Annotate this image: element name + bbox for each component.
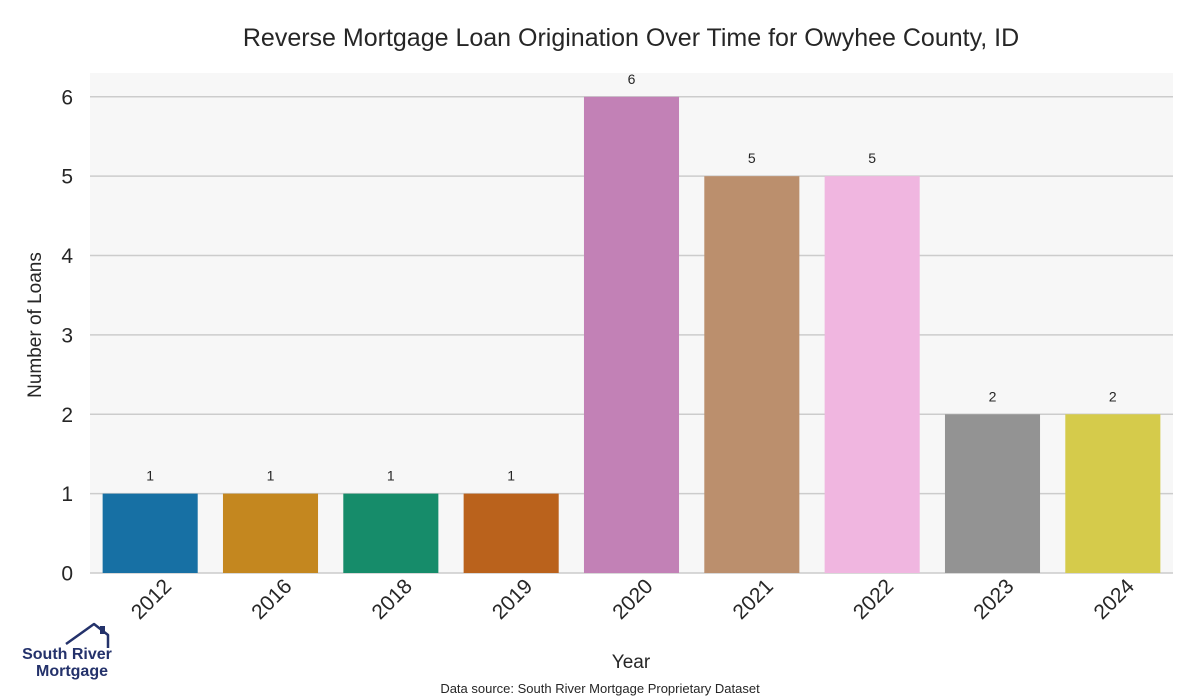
data-source-note: Data source: South River Mortgage Propri… bbox=[440, 681, 760, 696]
chart-title: Reverse Mortgage Loan Origination Over T… bbox=[243, 24, 1019, 52]
y-tick-label: 6 bbox=[61, 86, 73, 109]
bars bbox=[102, 96, 1161, 574]
bar-value-label: 1 bbox=[387, 468, 395, 484]
logo-line-2: Mortgage bbox=[36, 663, 108, 680]
bar-2022 bbox=[824, 176, 920, 573]
y-tick-label: 4 bbox=[61, 245, 73, 268]
bar-2016 bbox=[222, 493, 319, 573]
bar-2020 bbox=[583, 96, 680, 574]
x-tick-label: 2024 bbox=[1090, 575, 1140, 625]
logo-line-1: South River bbox=[22, 646, 112, 663]
house-roof-icon bbox=[65, 622, 110, 648]
bar-2023 bbox=[944, 414, 1041, 573]
x-tick-label: 2022 bbox=[849, 575, 898, 624]
bar-2012 bbox=[102, 493, 198, 573]
y-tick-label: 5 bbox=[61, 166, 73, 189]
bar-2021 bbox=[704, 176, 800, 573]
bar-value-label: 5 bbox=[868, 150, 876, 166]
bar-2019 bbox=[463, 493, 559, 573]
bar-2024 bbox=[1065, 414, 1161, 573]
y-tick-label: 0 bbox=[61, 563, 73, 586]
bar-value-label: 2 bbox=[1109, 388, 1117, 404]
bar-value-label: 1 bbox=[146, 468, 154, 484]
y-tick-label: 1 bbox=[61, 483, 73, 506]
bar-value-label: 5 bbox=[748, 150, 756, 166]
bar-value-label: 1 bbox=[507, 468, 515, 484]
y-tick-labels: 0 1 2 3 4 5 6 bbox=[61, 86, 73, 585]
bar-labels: 1 1 1 1 6 5 5 2 2 bbox=[146, 71, 1117, 484]
bar-value-label: 2 bbox=[989, 388, 997, 404]
x-tick-label: 2019 bbox=[488, 575, 537, 624]
x-tick-label: 2018 bbox=[368, 575, 417, 624]
bar-2018 bbox=[343, 493, 439, 573]
bar-value-label: 1 bbox=[267, 468, 275, 484]
y-tick-label: 2 bbox=[61, 404, 73, 427]
x-tick-label: 2021 bbox=[729, 575, 778, 624]
x-tick-label: 2023 bbox=[969, 575, 1018, 624]
x-tick-label: 2012 bbox=[127, 575, 176, 624]
y-axis-label: Number of Loans bbox=[25, 252, 46, 398]
x-tick-labels: 2012 2016 2018 2019 2020 2021 2022 2023 2024 bbox=[127, 575, 1139, 625]
x-tick-label: 2016 bbox=[247, 575, 296, 624]
company-logo: South River Mortgage bbox=[22, 622, 112, 680]
x-axis-label: Year bbox=[612, 652, 651, 673]
y-tick-label: 3 bbox=[61, 324, 73, 347]
bar-value-label: 6 bbox=[628, 71, 636, 87]
x-tick-label: 2020 bbox=[608, 575, 657, 624]
